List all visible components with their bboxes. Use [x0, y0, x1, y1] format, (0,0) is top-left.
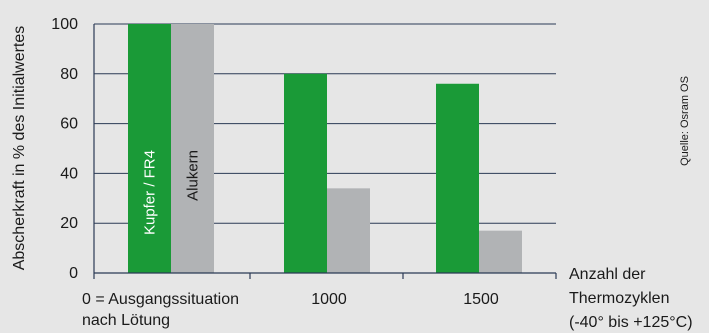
- x-tick-labels: 0 = Ausgangssituation nach Lötung 1000 1500: [82, 291, 499, 329]
- bar-kupfer-1: [284, 73, 327, 273]
- series-label-kupfer: Kupfer / FR4: [142, 150, 159, 235]
- bar-kupfer-0: [128, 24, 171, 273]
- y-tick-label: 40: [60, 165, 78, 182]
- y-tick-label: 20: [60, 215, 78, 232]
- bar-alukern-0: [171, 24, 214, 273]
- bar-kupfer-2: [436, 83, 479, 273]
- y-tick-label: 60: [60, 116, 78, 133]
- bar-alukern-1: [327, 188, 370, 273]
- y-axis-label: Abscherkraft in % des Initialwertes: [11, 26, 28, 271]
- axes: [93, 24, 557, 279]
- y-tick-label: 100: [51, 16, 78, 33]
- source-note: Quelle: Osram OS: [679, 76, 691, 166]
- x-tick-label: 1000: [311, 291, 347, 308]
- x-tick-label: 0 = Ausgangssituation nach Lötung: [82, 291, 239, 329]
- x-tick-label: 1500: [463, 291, 499, 308]
- series-label-alukern: Alukern: [185, 150, 202, 201]
- y-tick-label: 80: [60, 66, 78, 83]
- y-tick-label: 0: [69, 265, 78, 282]
- bar-alukern-2: [479, 230, 522, 273]
- bars: Kupfer / FR4 Alukern: [128, 24, 522, 273]
- y-tick-labels: 0 20 40 60 80 100: [51, 16, 78, 282]
- x-axis-label: Anzahl der Thermozyklen (-40° bis +125°C): [569, 266, 693, 331]
